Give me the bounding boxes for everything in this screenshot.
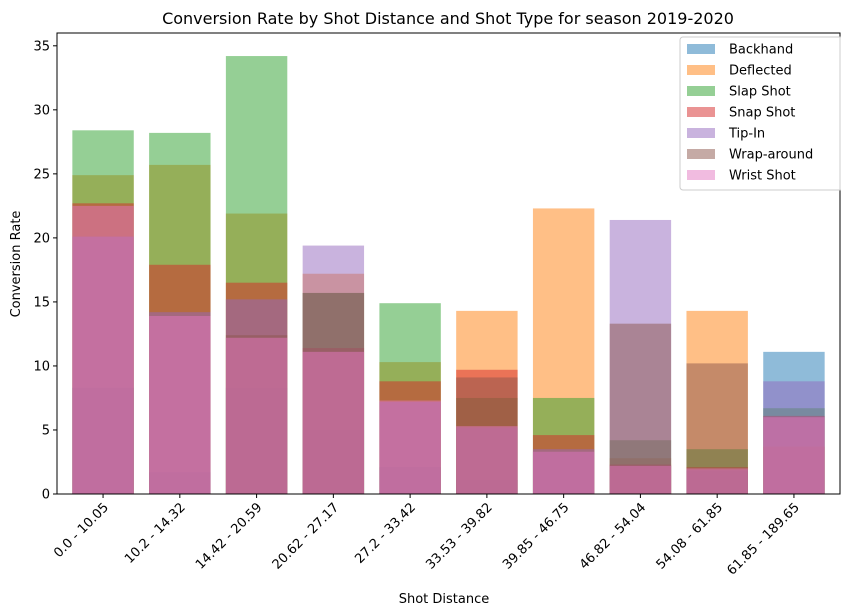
legend-label-tip-in: Tip-In [728,127,765,142]
legend-label-snap-shot: Snap Shot [729,106,795,121]
x-axis-label: Shot Distance [399,592,490,607]
y-tick-label: 5 [42,423,50,438]
legend-label-wrist-shot: Wrist Shot [729,169,796,184]
bar-wrist-shot-5 [456,426,518,494]
legend-label-deflected: Deflected [729,64,792,79]
legend-box [679,36,841,191]
legend-swatch-slap-shot [687,86,715,96]
legend-swatch-wrist-shot [687,170,715,180]
bar-wrap-around-7 [609,323,672,494]
chart-title: Conversion Rate by Shot Distance and Sho… [162,9,734,28]
x-tick-label: 0.0 - 10.05 [51,500,112,561]
legend-label-slap-shot: Slap Shot [729,85,791,100]
bar-wrist-shot-7 [609,465,672,494]
bar-wrist-shot-6 [532,451,595,494]
y-axis: 0 5 10 15 20 25 30 35 [33,39,57,503]
x-tick-label: 61.85 - 189.65 [725,500,803,578]
y-tick-label: 30 [33,103,50,118]
y-tick-label: 25 [33,167,50,182]
x-tick-label: 27.2 - 33.42 [352,500,419,567]
bar-wrist-shot-1 [149,316,211,494]
x-tick-label: 39.85 - 46.75 [500,500,572,572]
legend: Backhand Deflected Slap Shot Snap Shot Tip-I… [679,36,841,191]
legend-label-wrap-around: Wrap-around [729,148,813,163]
y-tick-label: 10 [33,359,50,374]
x-tick-label: 14.42 - 20.59 [193,500,265,572]
y-tick-label: 0 [42,488,50,503]
x-tick-label: 20.62 - 27.17 [270,500,342,572]
y-tick-label: 20 [33,231,50,246]
x-tick-label: 10.2 - 14.32 [122,500,189,567]
x-tick-label: 54.08 - 61.85 [654,500,726,572]
bar-wrist-shot-8 [686,468,748,494]
x-axis: 0.0 - 10.05 10.2 - 14.32 14.42 - 20.59 20.6… [51,494,803,578]
legend-swatch-deflected [687,65,715,75]
x-tick-label: 33.53 - 39.82 [423,500,495,572]
legend-swatch-tip-in [687,128,715,138]
y-tick-label: 35 [33,39,50,54]
bar-wrist-shot-3 [302,351,365,494]
plot-frame [56,32,841,495]
y-tick-label: 15 [33,295,50,310]
y-axis-label: Conversion Rate [9,211,24,318]
legend-label-backhand: Backhand [729,43,793,58]
legend-swatch-backhand [687,44,715,54]
bar-wrist-shot-9 [763,417,825,494]
bar-wrist-shot-0 [72,205,134,494]
legend-swatch-snap-shot [687,107,715,117]
bar-wrist-shot-2 [225,337,288,494]
x-tick-label: 46.82 - 54.04 [577,500,649,572]
bar-wrist-shot-4 [379,400,441,494]
plot-area: 0 5 10 15 20 25 30 35 0.0 - 10.05 10.2 - 14.32 14… [33,32,841,578]
bars-layer [72,56,825,495]
legend-swatch-wrap-around [687,149,715,159]
